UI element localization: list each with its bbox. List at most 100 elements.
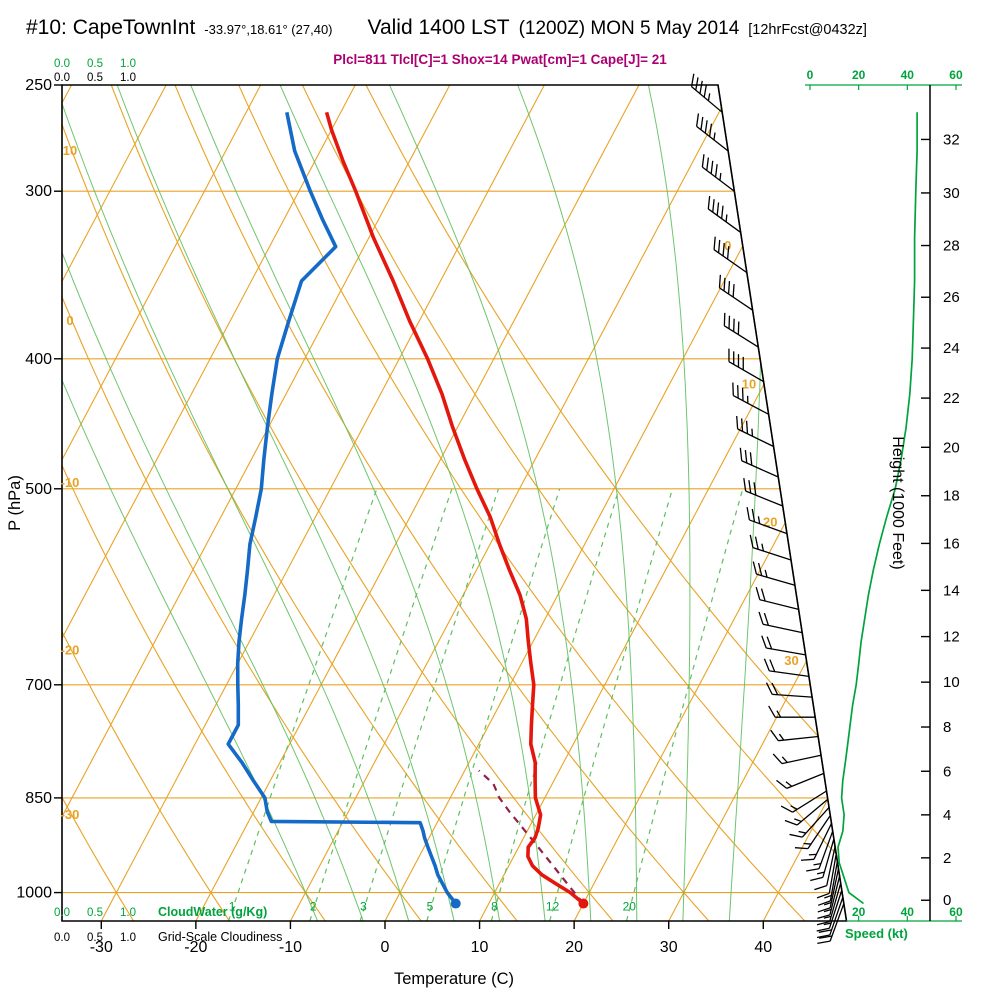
station-coords: -33.97°,18.61° (27,40)	[204, 22, 333, 37]
svg-text:-10: -10	[61, 475, 80, 490]
svg-text:250: 250	[25, 77, 52, 94]
svg-text:40: 40	[754, 939, 772, 956]
svg-text:22: 22	[943, 390, 960, 407]
svg-text:26: 26	[943, 289, 960, 306]
moist-adiabats-group	[62, 85, 764, 921]
svg-text:10: 10	[943, 674, 960, 691]
svg-text:30: 30	[660, 939, 678, 956]
svg-text:14: 14	[943, 582, 960, 599]
svg-text:0: 0	[724, 238, 731, 253]
svg-text:1.0: 1.0	[120, 58, 136, 70]
svg-text:32: 32	[943, 131, 960, 148]
svg-text:3: 3	[360, 899, 367, 913]
svg-text:20: 20	[623, 899, 637, 913]
svg-text:0.0: 0.0	[54, 58, 70, 70]
svg-text:1000: 1000	[16, 885, 52, 902]
svg-text:0: 0	[943, 892, 951, 909]
svg-text:12: 12	[943, 629, 960, 646]
svg-text:0: 0	[66, 313, 73, 328]
svg-text:-30: -30	[90, 939, 113, 956]
forecast-tag: [12hrFcst@0432z]	[748, 22, 867, 38]
svg-text:20: 20	[565, 939, 583, 956]
svg-text:0.0: 0.0	[54, 907, 70, 919]
svg-text:40: 40	[901, 905, 915, 919]
svg-text:12: 12	[546, 899, 560, 913]
svg-text:CloudWater (g/Kg): CloudWater (g/Kg)	[158, 905, 267, 919]
svg-text:4: 4	[943, 807, 951, 824]
dewpoint-trace	[226, 111, 458, 905]
svg-text:60: 60	[949, 905, 963, 919]
valid-time: Valid 1400 LST	[367, 16, 510, 39]
frame-group	[61, 84, 848, 922]
svg-text:1.0: 1.0	[120, 932, 136, 944]
svg-text:0.5: 0.5	[87, 907, 103, 919]
mixing-ratio-group	[227, 488, 744, 921]
svg-text:0.0: 0.0	[54, 72, 70, 84]
svg-text:2: 2	[310, 899, 317, 913]
svg-text:10: 10	[63, 143, 77, 158]
svg-text:850: 850	[25, 790, 52, 807]
svg-text:2: 2	[943, 850, 951, 867]
svg-text:0.5: 0.5	[87, 72, 103, 84]
svg-text:300: 300	[25, 183, 52, 200]
temperature-axis-group: -30 -20 -10 0 10 20 30 40 Temperature (C)	[90, 921, 772, 988]
svg-text:-20: -20	[184, 939, 207, 956]
svg-text:16: 16	[943, 535, 960, 552]
svg-text:400: 400	[25, 351, 52, 368]
svg-text:6: 6	[943, 763, 951, 780]
svg-text:30: 30	[943, 185, 960, 202]
speed-curve	[837, 112, 918, 905]
isobars-group	[62, 190, 843, 894]
valid-date: (1200Z) MON 5 May 2014	[518, 18, 740, 39]
svg-text:8: 8	[943, 719, 951, 736]
svg-text:30: 30	[784, 653, 798, 668]
svg-text:0.0: 0.0	[54, 932, 70, 944]
svg-text:20: 20	[943, 439, 960, 456]
mixing-ratio-labels: 1 2 3 5 8 12 20	[229, 899, 637, 913]
svg-text:24: 24	[943, 340, 960, 357]
svg-text:10: 10	[742, 376, 756, 391]
svg-text:40: 40	[901, 68, 915, 82]
svg-text:Speed (kt): Speed (kt)	[845, 926, 908, 941]
cloud-scales-group: 0.0 0.5 1.0 0.0 0.5 1.0 0.0 0.5 1.0 CloudWater (g…	[54, 58, 282, 944]
svg-text:1.0: 1.0	[120, 907, 136, 919]
svg-text:0: 0	[381, 939, 390, 956]
svg-text:-10: -10	[279, 939, 302, 956]
svg-text:18: 18	[943, 488, 960, 505]
station-id: #10: CapeTownInt	[26, 16, 196, 39]
svg-text:20: 20	[852, 905, 866, 919]
svg-text:Grid-Scale Cloudiness: Grid-Scale Cloudiness	[158, 930, 282, 944]
svg-text:0.5: 0.5	[87, 58, 103, 70]
pressure-axis-group: 250 300 400 500 700 850 1000 P (hPa)	[6, 77, 62, 902]
svg-text:700: 700	[25, 677, 52, 694]
temperature-trace	[324, 111, 585, 905]
svg-text:8: 8	[491, 899, 498, 913]
svg-text:P (hPa): P (hPa)	[6, 475, 24, 531]
svg-text:60: 60	[949, 68, 963, 82]
dry-adiabats-group	[62, 85, 847, 921]
svg-text:-30: -30	[61, 807, 80, 822]
svg-text:20: 20	[852, 68, 866, 82]
header: #10: CapeTownInt -33.97°,18.61° (27,40) …	[26, 16, 867, 40]
wind-barbs-group	[690, 73, 848, 945]
svg-text:10: 10	[471, 939, 489, 956]
svg-text:28: 28	[943, 238, 960, 255]
svg-text:0: 0	[807, 68, 814, 82]
svg-text:0.5: 0.5	[87, 932, 103, 944]
svg-text:5: 5	[427, 899, 434, 913]
svg-text:Temperature (C): Temperature (C)	[394, 970, 514, 988]
surface-dots	[450, 898, 589, 909]
svg-text:-20: -20	[61, 643, 80, 658]
svg-text:500: 500	[25, 481, 52, 498]
svg-text:1.0: 1.0	[120, 72, 136, 84]
stability-indices: Plcl=811 Tlcl[C]=1 Shox=14 Pwat[cm]=1 Ca…	[333, 52, 667, 67]
parcel-trace	[478, 769, 585, 905]
svg-text:1: 1	[229, 899, 236, 913]
isotherms-group	[62, 85, 847, 921]
svg-text:Height (1000 Feet): Height (1000 Feet)	[889, 436, 906, 569]
